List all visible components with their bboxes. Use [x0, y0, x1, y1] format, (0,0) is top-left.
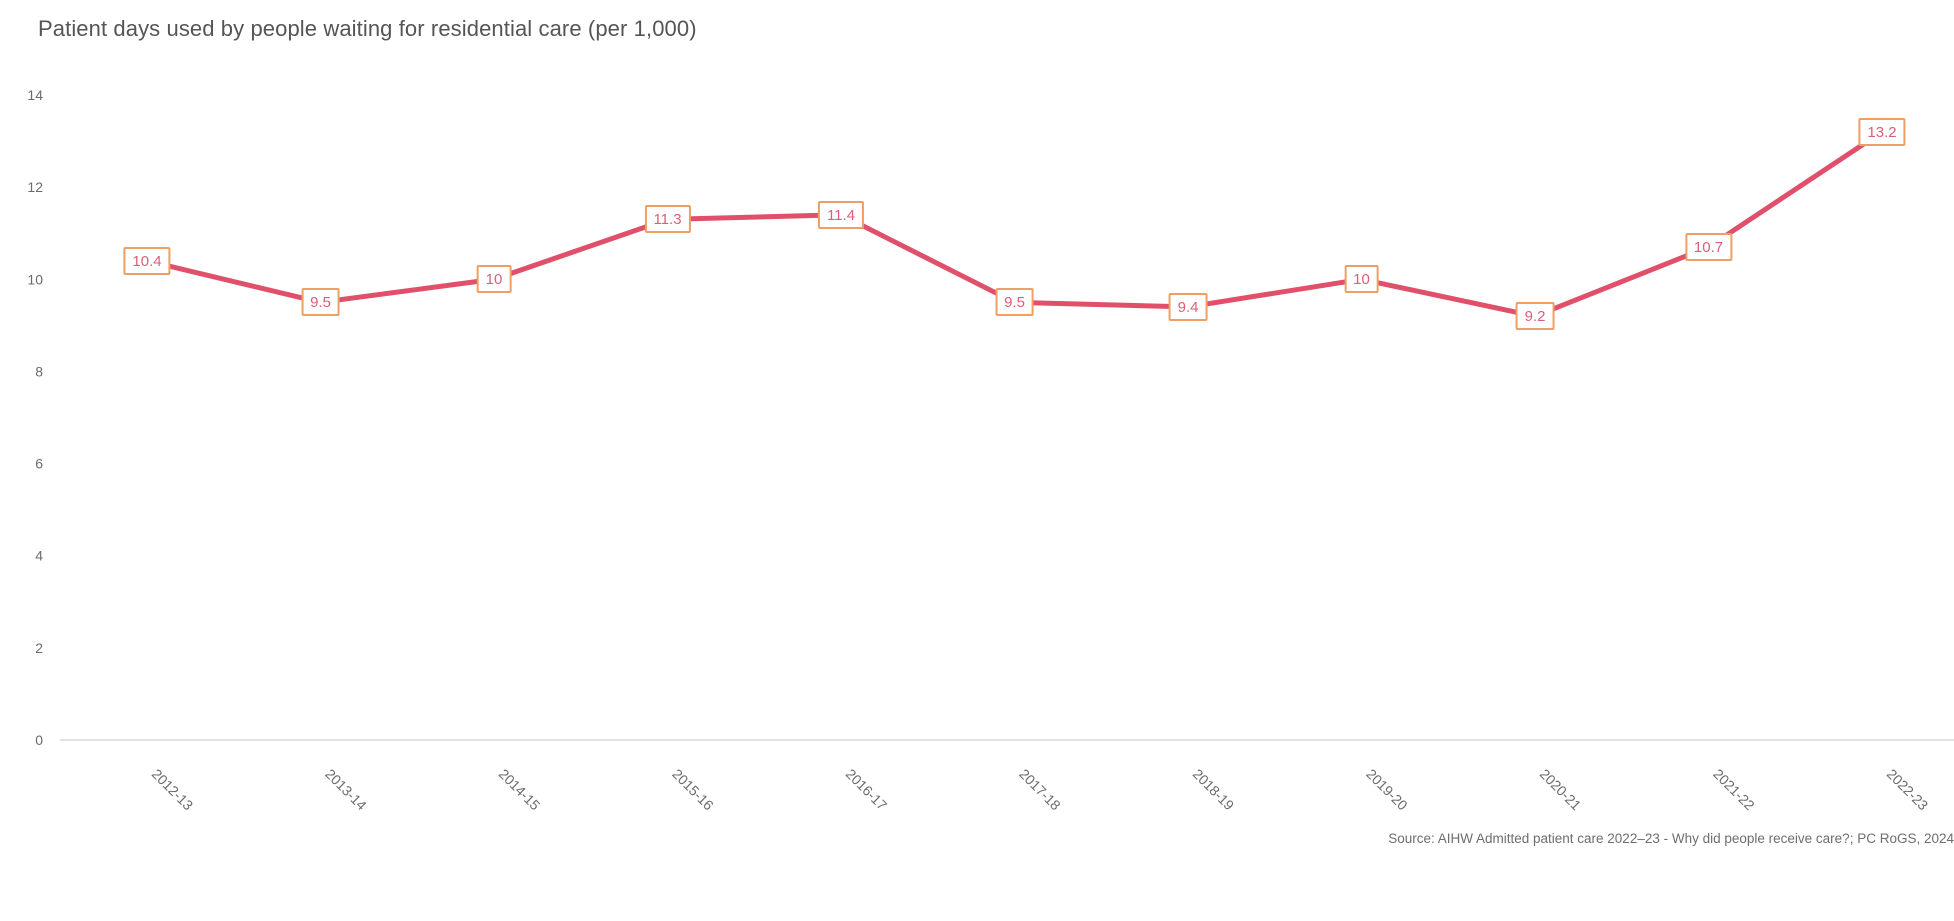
- y-axis-tick-label: 12: [27, 179, 43, 195]
- x-axis-tick-label: 2017-18: [1016, 766, 1064, 814]
- y-axis-tick-label: 2: [35, 640, 43, 656]
- x-axis-tick-label: 2022-23: [1884, 766, 1932, 814]
- y-axis-tick-label: 0: [35, 732, 43, 748]
- series-line: [144, 129, 1885, 319]
- y-axis-tick-label: 6: [35, 456, 43, 472]
- y-axis-tick-label: 8: [35, 363, 43, 379]
- x-axis-tick-label: 2016-17: [843, 766, 891, 814]
- x-axis-tick-label: 2021-22: [1710, 766, 1758, 814]
- source-note: Source: AIHW Admitted patient care 2022–…: [1388, 831, 1954, 846]
- chart-title: Patient days used by people waiting for …: [38, 16, 697, 41]
- x-axis-tick-label: 2014-15: [496, 766, 544, 814]
- x-axis-tick-label: 2020-21: [1537, 766, 1585, 814]
- x-axis-tick-label: 2018-19: [1190, 766, 1238, 814]
- x-axis-tick-label: 2019-20: [1363, 766, 1411, 814]
- x-axis-tick-label: 2013-14: [322, 766, 370, 814]
- y-axis-tick-label: 14: [27, 87, 43, 103]
- x-axis-tick-label: 2012-13: [149, 766, 197, 814]
- x-axis-tick-label: 2015-16: [669, 766, 717, 814]
- y-axis-tick-label: 10: [27, 271, 43, 287]
- y-axis-tick-label: 4: [35, 548, 43, 564]
